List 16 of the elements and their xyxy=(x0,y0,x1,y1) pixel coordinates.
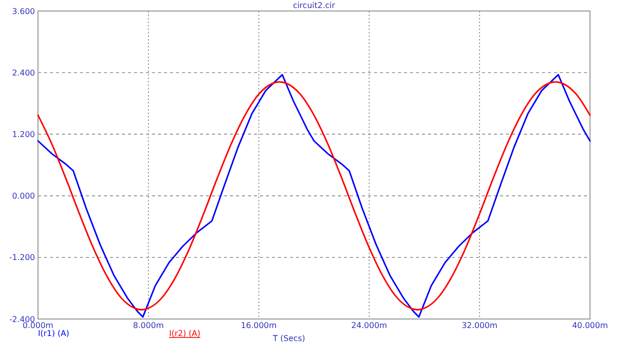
y-tick-label: 3.600 xyxy=(12,6,35,16)
text: I(r2) (A) xyxy=(169,329,200,338)
y-tick-label: -1.200 xyxy=(9,253,35,262)
chart-title: circuit2.cir xyxy=(292,1,336,10)
x-tick-label: 40.000m xyxy=(572,321,608,330)
y-tick-label: 0.000 xyxy=(12,192,35,201)
y-tick-label: 1.200 xyxy=(12,130,35,139)
x-tick-label: 24.000m xyxy=(351,321,388,330)
y-tick-label: 2.400 xyxy=(12,68,35,78)
x-tick-label: 16.000m xyxy=(240,321,277,330)
x-tick-label: 8.000m xyxy=(133,321,164,330)
x-tick-label: 0.000m xyxy=(22,321,54,330)
x-tick-label: 32.000m xyxy=(462,321,498,330)
x-axis-title: T (Secs) xyxy=(272,334,306,343)
text: I(r1) (A) xyxy=(38,329,70,338)
y-tick-label: -2.400 xyxy=(9,314,35,324)
